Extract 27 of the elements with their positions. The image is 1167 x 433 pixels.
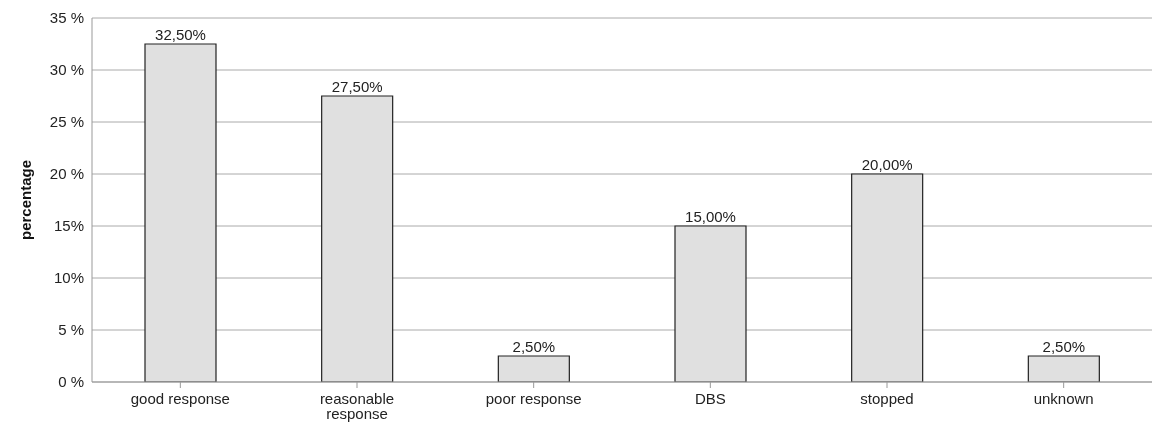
x-tick-label: DBS [694, 390, 726, 407]
y-tick-label: 15% [53, 217, 84, 235]
data-label: 15,00% [685, 208, 736, 225]
x-tick-label: good response [130, 390, 230, 407]
data-label: 20,00% [861, 156, 913, 173]
x-tick-label: poor response [485, 390, 582, 407]
data-label: 32,50% [155, 26, 206, 43]
data-label: 27,50% [331, 78, 383, 95]
y-tick-label: 35 % [49, 9, 84, 27]
y-tick-label: 25 % [49, 113, 84, 131]
x-tick-label: stopped [860, 390, 914, 407]
y-tick-label: 0 % [58, 373, 84, 391]
y-axis-title: percentage [17, 159, 35, 240]
bar [851, 173, 924, 382]
bar [321, 95, 394, 382]
y-tick-label: 5 % [58, 321, 84, 339]
x-tick-label: reasonable response [319, 390, 395, 422]
bar [144, 43, 217, 382]
x-tick-label: unknown [1033, 390, 1094, 407]
bar [1027, 355, 1100, 382]
data-label: 2,50% [1042, 338, 1086, 355]
y-tick-label: 30 % [49, 61, 84, 79]
bar [674, 225, 747, 382]
bar [497, 355, 570, 382]
y-tick-label: 10% [53, 269, 84, 287]
data-label: 2,50% [512, 338, 556, 355]
y-tick-label: 20 % [49, 165, 84, 183]
